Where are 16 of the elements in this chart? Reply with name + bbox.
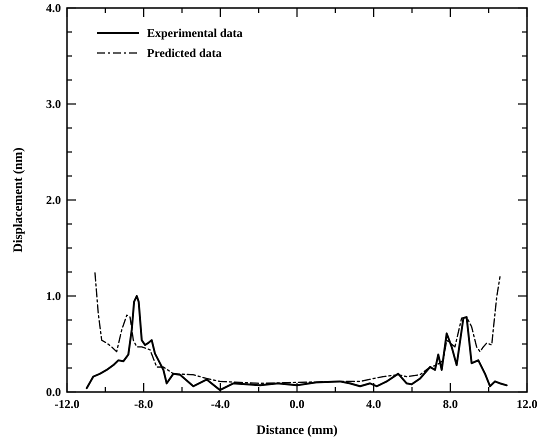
y-tick-label: 4.0 <box>46 1 61 15</box>
x-axis-title: Distance (mm) <box>256 422 338 437</box>
y-tick-label: 1.0 <box>46 289 61 303</box>
x-tick-label: 12.0 <box>516 397 538 411</box>
legend-label: Predicted data <box>147 46 222 60</box>
y-tick-label: 3.0 <box>46 97 61 111</box>
y-axis-title: Displacement (nm) <box>10 147 25 253</box>
x-tick-label: 8.0 <box>442 397 458 411</box>
x-tick-label: -4.0 <box>210 397 230 411</box>
x-tick-label: -12.0 <box>54 397 80 411</box>
x-tick-label: 0.0 <box>290 397 304 411</box>
y-tick-label: 2.0 <box>46 193 61 207</box>
y-tick-label: 0.0 <box>46 385 61 399</box>
x-tick-label: 4.0 <box>366 397 382 411</box>
legend-label: Experimental data <box>147 26 243 40</box>
x-tick-label: -8.0 <box>134 397 154 411</box>
